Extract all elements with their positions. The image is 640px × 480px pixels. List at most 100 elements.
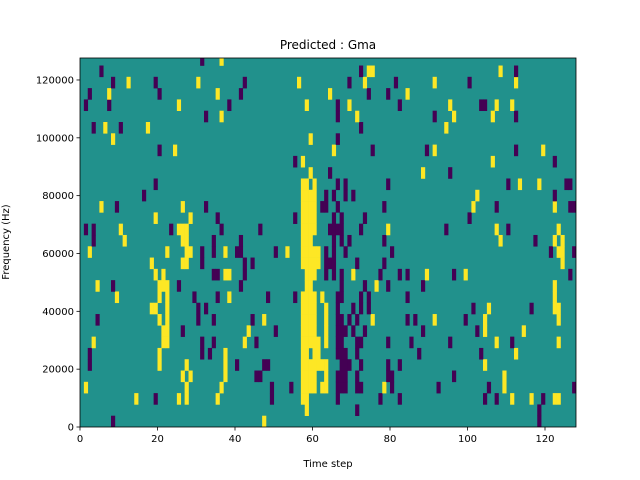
y-axis: 0 20000 40000 60000 80000 100000 120000 bbox=[36, 75, 80, 434]
heatmap-cell-high bbox=[188, 370, 193, 383]
heatmap-cell-low bbox=[87, 359, 92, 371]
heatmap-cell-low bbox=[572, 246, 576, 258]
heatmap-cell-low bbox=[242, 268, 247, 281]
heatmap-cell-high bbox=[308, 223, 313, 236]
heatmap-cell-low bbox=[238, 234, 244, 247]
heatmap-cell-high bbox=[300, 314, 306, 326]
heatmap-cell-high bbox=[483, 325, 488, 337]
heatmap-cell-high bbox=[161, 268, 166, 281]
heatmap-cell-low bbox=[235, 246, 240, 258]
heatmap-cell-low bbox=[273, 325, 278, 337]
heatmap-cell-low bbox=[362, 212, 368, 224]
heatmap-cell-low bbox=[200, 336, 205, 349]
heatmap-cell-low bbox=[343, 246, 348, 258]
heatmap-cell-low bbox=[351, 325, 356, 337]
heatmap-cell-low bbox=[568, 178, 573, 191]
heatmap-cell-high bbox=[91, 336, 96, 349]
heatmap-cell-high bbox=[537, 178, 542, 191]
heatmap-cell-high bbox=[176, 223, 182, 236]
heatmap-cell-high bbox=[134, 393, 139, 405]
heatmap-cell-high bbox=[114, 291, 120, 304]
heatmap-cell-high bbox=[196, 76, 201, 89]
heatmap-cell-high bbox=[95, 280, 100, 292]
heatmap-cell-high bbox=[300, 223, 306, 236]
heatmap-cell-high bbox=[328, 88, 333, 100]
heatmap-cell-high bbox=[99, 201, 104, 213]
heatmap-cell-low bbox=[219, 223, 224, 236]
heatmap-cell-high bbox=[157, 359, 162, 371]
heatmap-cell-high bbox=[452, 110, 457, 123]
heatmap-cell-high bbox=[157, 314, 162, 326]
x-axis-label: Time step bbox=[302, 459, 352, 470]
heatmap-cell-high bbox=[300, 178, 306, 191]
heatmap-cell-high bbox=[308, 246, 313, 258]
heatmap-cell-high bbox=[304, 268, 309, 281]
heatmap-cell-low bbox=[227, 99, 232, 112]
heatmap-cell-low bbox=[153, 393, 158, 405]
heatmap-cell-high bbox=[304, 246, 309, 258]
heatmap-cell-high bbox=[153, 268, 158, 281]
heatmap-cell-high bbox=[176, 393, 182, 405]
heatmap-cell-high bbox=[490, 110, 495, 123]
heatmap-cell-low bbox=[359, 291, 364, 304]
heatmap-cell-high bbox=[300, 381, 306, 394]
heatmap-cell-high bbox=[219, 58, 224, 66]
heatmap-cell-low bbox=[91, 234, 96, 247]
heatmap-cell-high bbox=[320, 359, 325, 371]
heatmap-cell-low bbox=[479, 99, 484, 112]
heatmap-cell-low bbox=[192, 291, 197, 304]
heatmap-cell-low bbox=[568, 201, 573, 213]
heatmap-cell-low bbox=[335, 178, 340, 191]
heatmap-cell-low bbox=[87, 347, 92, 360]
heatmap-cell-high bbox=[304, 99, 309, 112]
heatmap-cell-high bbox=[483, 314, 488, 326]
heatmap-cell-low bbox=[359, 359, 364, 371]
heatmap-cell-low bbox=[382, 257, 387, 270]
heatmap-cell-low bbox=[196, 302, 201, 315]
heatmap-cell-low bbox=[324, 268, 329, 281]
heatmap-cell-high bbox=[308, 212, 313, 224]
x-tick-label: 80 bbox=[384, 434, 397, 445]
heatmap-cell-high bbox=[165, 291, 170, 304]
heatmap-cell-high bbox=[304, 223, 309, 236]
heatmap-cell-high bbox=[421, 167, 426, 179]
y-tick-label: 0 bbox=[68, 423, 74, 434]
heatmap-cell-low bbox=[382, 201, 387, 213]
heatmap-cell-high bbox=[300, 189, 306, 202]
heatmap-cell-high bbox=[308, 189, 313, 202]
heatmap-cell-high bbox=[312, 268, 317, 281]
heatmap-cell-low bbox=[355, 381, 360, 394]
heatmap-cell-low bbox=[238, 246, 244, 258]
heatmap-cell-high bbox=[560, 234, 565, 247]
heatmap-cell-high bbox=[432, 314, 437, 326]
heatmap-cell-high bbox=[312, 212, 317, 224]
heatmap-cell-high bbox=[312, 314, 317, 326]
heatmap-cell-low bbox=[335, 201, 340, 213]
heatmap-cell-high bbox=[347, 99, 352, 112]
heatmap-cell-low bbox=[514, 65, 519, 78]
heatmap-cell-high bbox=[316, 257, 321, 270]
heatmap-cell-high bbox=[262, 314, 267, 326]
heatmap-cell-low bbox=[266, 291, 271, 304]
heatmap-cell-low bbox=[215, 212, 220, 224]
heatmap-cell-low bbox=[339, 314, 344, 326]
heatmap-cell-low bbox=[215, 268, 220, 281]
heatmap-cell-high bbox=[300, 393, 306, 405]
heatmap-cell-high bbox=[556, 393, 561, 405]
heatmap-cell-high bbox=[355, 110, 360, 123]
heatmap-cell-low bbox=[359, 65, 364, 78]
heatmap-cell-low bbox=[343, 178, 348, 191]
heatmap-cell-low bbox=[238, 280, 244, 292]
heatmap-cell-low bbox=[324, 246, 329, 258]
y-tick-label: 20000 bbox=[42, 365, 74, 376]
heatmap-cell-high bbox=[219, 381, 224, 394]
heatmap-cell-high bbox=[262, 415, 267, 427]
x-tick-label: 60 bbox=[306, 434, 319, 445]
heatmap-cell-low bbox=[390, 370, 395, 383]
heatmap-cell-high bbox=[176, 99, 182, 112]
heatmap-cell-high bbox=[483, 359, 488, 371]
heatmap-cell-low bbox=[83, 223, 89, 236]
heatmap-cell-high bbox=[161, 325, 166, 337]
heatmap-cell-low bbox=[359, 223, 364, 236]
heatmap-cell-high bbox=[448, 99, 453, 112]
